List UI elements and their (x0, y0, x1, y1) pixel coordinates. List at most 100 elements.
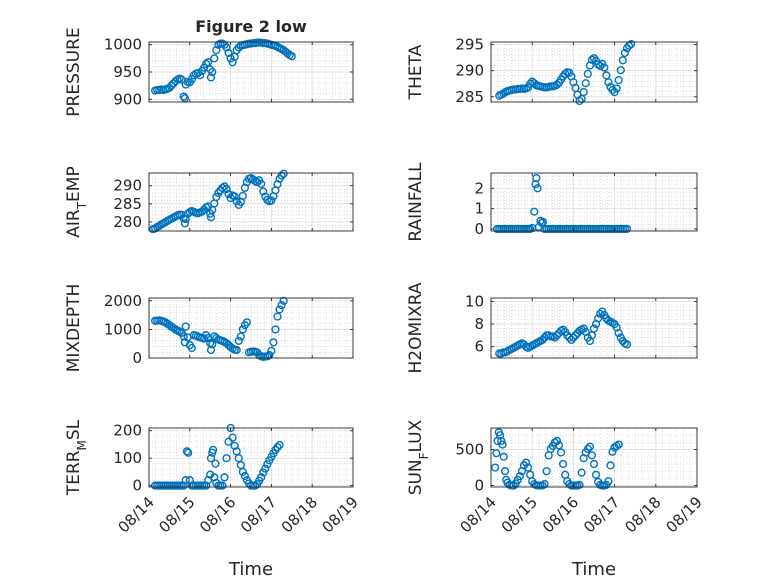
data-point (267, 346, 276, 355)
axes-box (490, 41, 698, 103)
data-series (151, 38, 296, 103)
y-tick-label: 0 (474, 220, 484, 238)
x-ticks (148, 298, 354, 358)
data-point (614, 75, 623, 85)
data-series (493, 173, 632, 234)
data-point (532, 173, 541, 183)
plot-area (491, 173, 697, 231)
data-point (253, 177, 262, 187)
data-point (155, 221, 164, 231)
subplot-6: 6 8 10 H2OMIXRA (406, 282, 698, 374)
data-point (558, 459, 568, 469)
y-ticks: 900 950 1000 (104, 36, 353, 108)
data-point (626, 39, 636, 49)
y-ticks: 285 290 295 (455, 36, 697, 106)
data-series (151, 423, 284, 490)
data-point (533, 184, 542, 193)
data-series (148, 169, 288, 234)
y-tick-label: 290 (455, 62, 484, 80)
y-tick-label: 0 (132, 349, 142, 367)
data-point (181, 322, 190, 331)
data-point (622, 224, 632, 234)
data-point (556, 448, 566, 457)
y-ticks: 6 8 10 (465, 292, 697, 356)
data-point (202, 59, 211, 68)
major-grid (491, 428, 697, 487)
data-point (208, 67, 217, 77)
data-point (540, 480, 549, 489)
data-point (184, 448, 193, 457)
data-point (552, 331, 562, 340)
data-point (210, 54, 219, 63)
data-point (287, 52, 296, 61)
y-tick-label: 290 (113, 177, 142, 195)
data-point (608, 447, 617, 456)
x-ticks (490, 42, 698, 102)
subplot-5: 0 1000 2000 MIXDEPTH (64, 284, 354, 373)
data-point (596, 61, 605, 71)
data-point (585, 442, 594, 451)
x-axis-label-left: Time (228, 559, 273, 580)
data-point (273, 443, 282, 452)
data-point (554, 441, 564, 450)
data-point (587, 55, 597, 64)
data-point (230, 192, 239, 201)
y-tick-label: 2 (474, 179, 484, 197)
y-tick-label: 280 (113, 213, 142, 231)
axes-box (490, 427, 698, 488)
data-point (234, 336, 243, 345)
data-point (492, 449, 501, 458)
y-ticks: 0 500 (455, 441, 697, 495)
y-label-subscript: T (75, 201, 89, 210)
figure-title: Figure 2 low (195, 17, 307, 36)
data-point (167, 81, 176, 90)
data-point (614, 328, 623, 338)
data-point (583, 69, 592, 78)
axes-box (148, 297, 354, 359)
data-point (521, 458, 531, 467)
x-axis-label-right: Time (571, 559, 616, 580)
data-point (491, 463, 500, 472)
y-label-rest: EMP (64, 166, 84, 202)
data-point (499, 452, 508, 461)
y-label-rest: SL (64, 419, 84, 440)
data-point (263, 195, 272, 204)
data-point (587, 451, 597, 460)
data-point (206, 454, 216, 463)
minor-grid (491, 428, 697, 487)
x-ticks (490, 173, 698, 231)
data-point (550, 333, 559, 342)
data-point (509, 481, 518, 490)
y-ticks: 0 100 200 (113, 422, 353, 495)
data-point (238, 191, 247, 200)
data-point (181, 476, 190, 485)
y-axis-label: RAINFALL (406, 162, 426, 242)
data-point (552, 436, 562, 446)
data-point (261, 464, 270, 473)
y-axis-label: MIXDEPTH (64, 284, 84, 373)
data-point (193, 68, 203, 78)
data-point (604, 78, 613, 87)
x-ticks (148, 173, 354, 231)
data-point (206, 345, 216, 355)
data-point (538, 481, 547, 490)
y-label-rest: LUX (406, 419, 426, 452)
y-tick-label: 100 (113, 449, 142, 467)
y-tick-label: 500 (455, 441, 484, 459)
y-tick-label: 8 (474, 315, 484, 333)
data-point (259, 187, 268, 196)
data-point (616, 66, 625, 75)
data-point (575, 480, 584, 489)
data-point (238, 325, 247, 334)
data-point (275, 440, 284, 450)
data-point (530, 207, 539, 216)
data-point (222, 184, 231, 194)
y-tick-label: 2000 (104, 292, 142, 310)
y-tick-label: 1000 (104, 320, 142, 338)
y-axis-label: SUNFLUX (406, 419, 431, 495)
data-point (604, 477, 613, 486)
data-point (594, 314, 603, 323)
